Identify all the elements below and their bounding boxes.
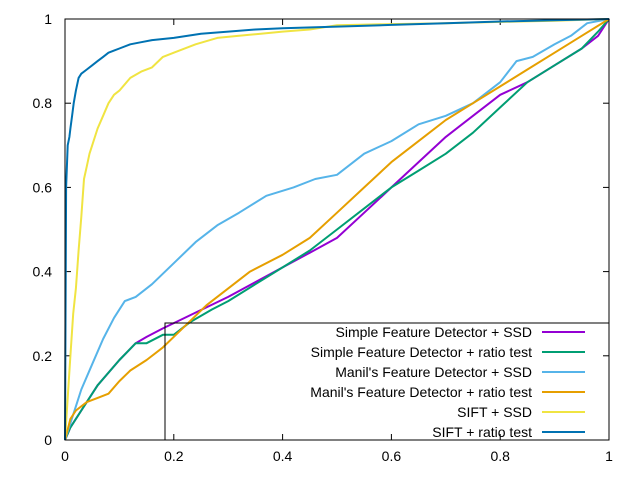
x-tick-label: 0 (61, 448, 69, 464)
series-lines (64, 18, 610, 441)
y-tick-label: 0.4 (33, 264, 53, 280)
y-tick-label: 0.2 (33, 348, 53, 364)
legend-label: Simple Feature Detector + SSD (336, 324, 532, 340)
y-tick-label: 0 (44, 432, 52, 448)
series-line-3 (64, 18, 610, 441)
legend-label: SIFT + SSD (457, 404, 532, 420)
legend-label: Simple Feature Detector + ratio test (311, 344, 532, 360)
x-tick-label: 0.8 (490, 448, 510, 464)
x-tick-label: 0.6 (382, 448, 402, 464)
legend-label: SIFT + ratio test (432, 424, 532, 440)
series-line-4 (64, 18, 610, 441)
legend: Simple Feature Detector + SSD Simple Feat… (164, 322, 610, 441)
legend-label: Manil's Feature Detector + SSD (335, 364, 532, 380)
legend-box (164, 322, 610, 441)
x-tick-label: 0.4 (273, 448, 293, 464)
legend-label: Manil's Feature Detector + ratio test (310, 384, 532, 400)
series-line-2 (64, 18, 610, 441)
series-line-6 (64, 18, 610, 441)
x-tick-label: 0.2 (164, 448, 184, 464)
y-tick-label: 1 (44, 11, 52, 27)
y-tick-label: 0.6 (33, 179, 53, 195)
y-tick-label: 0.8 (33, 95, 53, 111)
x-tick-label: 1 (605, 448, 613, 464)
axis-ticks: 0 0.2 0.4 0.6 0.8 1 0 0.2 0.4 0.6 0.8 1 (33, 11, 614, 464)
